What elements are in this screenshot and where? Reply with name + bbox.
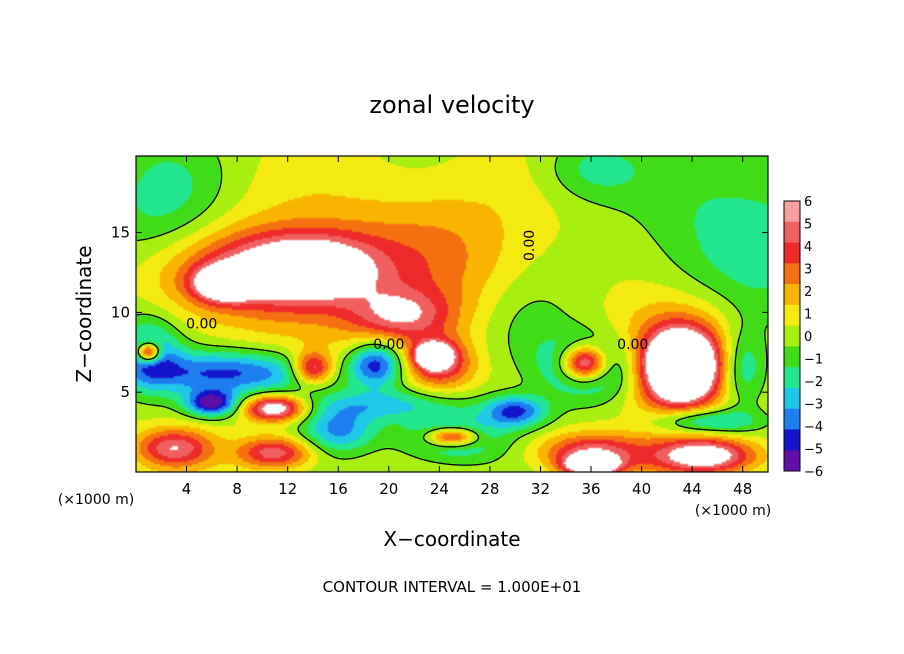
x-tick-label: 32 — [531, 480, 550, 498]
colorbar-swatch — [784, 367, 800, 389]
x-tick-label: 4 — [182, 480, 192, 498]
colorbar-swatch — [784, 263, 800, 285]
y-tick-label: 5 — [120, 383, 130, 401]
x-unit-label-left: (×1000 m) — [58, 492, 134, 508]
plot-frame — [135, 155, 769, 473]
zero-contour-line — [136, 156, 768, 466]
x-tick-label: 16 — [329, 480, 348, 498]
colorbar-label: 1 — [804, 308, 812, 323]
colorbar-swatch — [784, 408, 800, 430]
contour-label: 0.00 — [522, 230, 538, 261]
colorbar-label: 4 — [804, 240, 812, 255]
colorbar-label: −2 — [804, 375, 823, 390]
x-tick-label: 44 — [683, 480, 702, 498]
colorbar-label: 0 — [804, 330, 812, 345]
x-unit-label-right: (×1000 m) — [695, 503, 771, 519]
colorbar-label: −3 — [804, 398, 823, 413]
colorbar-frame — [783, 200, 801, 472]
colorbar-label: −1 — [804, 353, 823, 368]
x-tick-label: 12 — [278, 480, 297, 498]
x-tick-label: 48 — [733, 480, 752, 498]
colorbar-swatch — [784, 284, 800, 306]
x-axis-label: X−coordinate — [383, 527, 520, 551]
x-tick-label: 40 — [632, 480, 651, 498]
x-tick-label: 8 — [232, 480, 242, 498]
y-axis-label: Z−coordinate — [72, 245, 96, 382]
colorbar-swatch — [784, 201, 800, 223]
colorbar-label: −6 — [804, 465, 823, 480]
colorbar-swatch — [784, 450, 800, 472]
x-tick-label: 24 — [430, 480, 449, 498]
contour-label: 0.00 — [373, 337, 404, 353]
colorbar-label: 6 — [804, 195, 812, 210]
colorbar-swatch — [784, 242, 800, 264]
contour-label: 0.00 — [617, 337, 648, 353]
y-tick-label: 10 — [111, 303, 130, 321]
velocity-field-image — [136, 156, 768, 472]
x-tick-label: 28 — [480, 480, 499, 498]
contour-interval-footer: CONTOUR INTERVAL = 1.000E+01 — [323, 578, 582, 596]
chart-title: zonal velocity — [369, 91, 534, 119]
colorbar-swatch — [784, 304, 800, 327]
zero-contours: 0.00 0.00 0.00 0.00 — [136, 156, 768, 466]
colorbar-swatch — [784, 346, 800, 368]
colorbar-label: −4 — [804, 420, 823, 435]
colorbar-label: 2 — [804, 285, 812, 300]
colorbar-swatch — [784, 387, 800, 410]
x-tick-label: 20 — [379, 480, 398, 498]
contour-label: 0.00 — [186, 316, 217, 332]
colorbar-swatch — [784, 221, 800, 244]
plot-area: 0.000.000.000.00 4 8 12 16 20 24 28 32 36 40 44 485… — [111, 155, 769, 498]
colorbar-swatch — [784, 325, 800, 347]
colorbar-label: 3 — [804, 263, 812, 278]
x-tick-label: 36 — [581, 480, 600, 498]
y-tick-label: 15 — [111, 224, 130, 242]
colorbar-label: −5 — [804, 443, 823, 458]
colorbar-label: 5 — [804, 218, 812, 233]
colorbar-swatch — [784, 429, 800, 451]
colorbar: 6 5 4 3 2 1 0 −1 −2 −3 −4 −5 −6 — [783, 195, 823, 480]
